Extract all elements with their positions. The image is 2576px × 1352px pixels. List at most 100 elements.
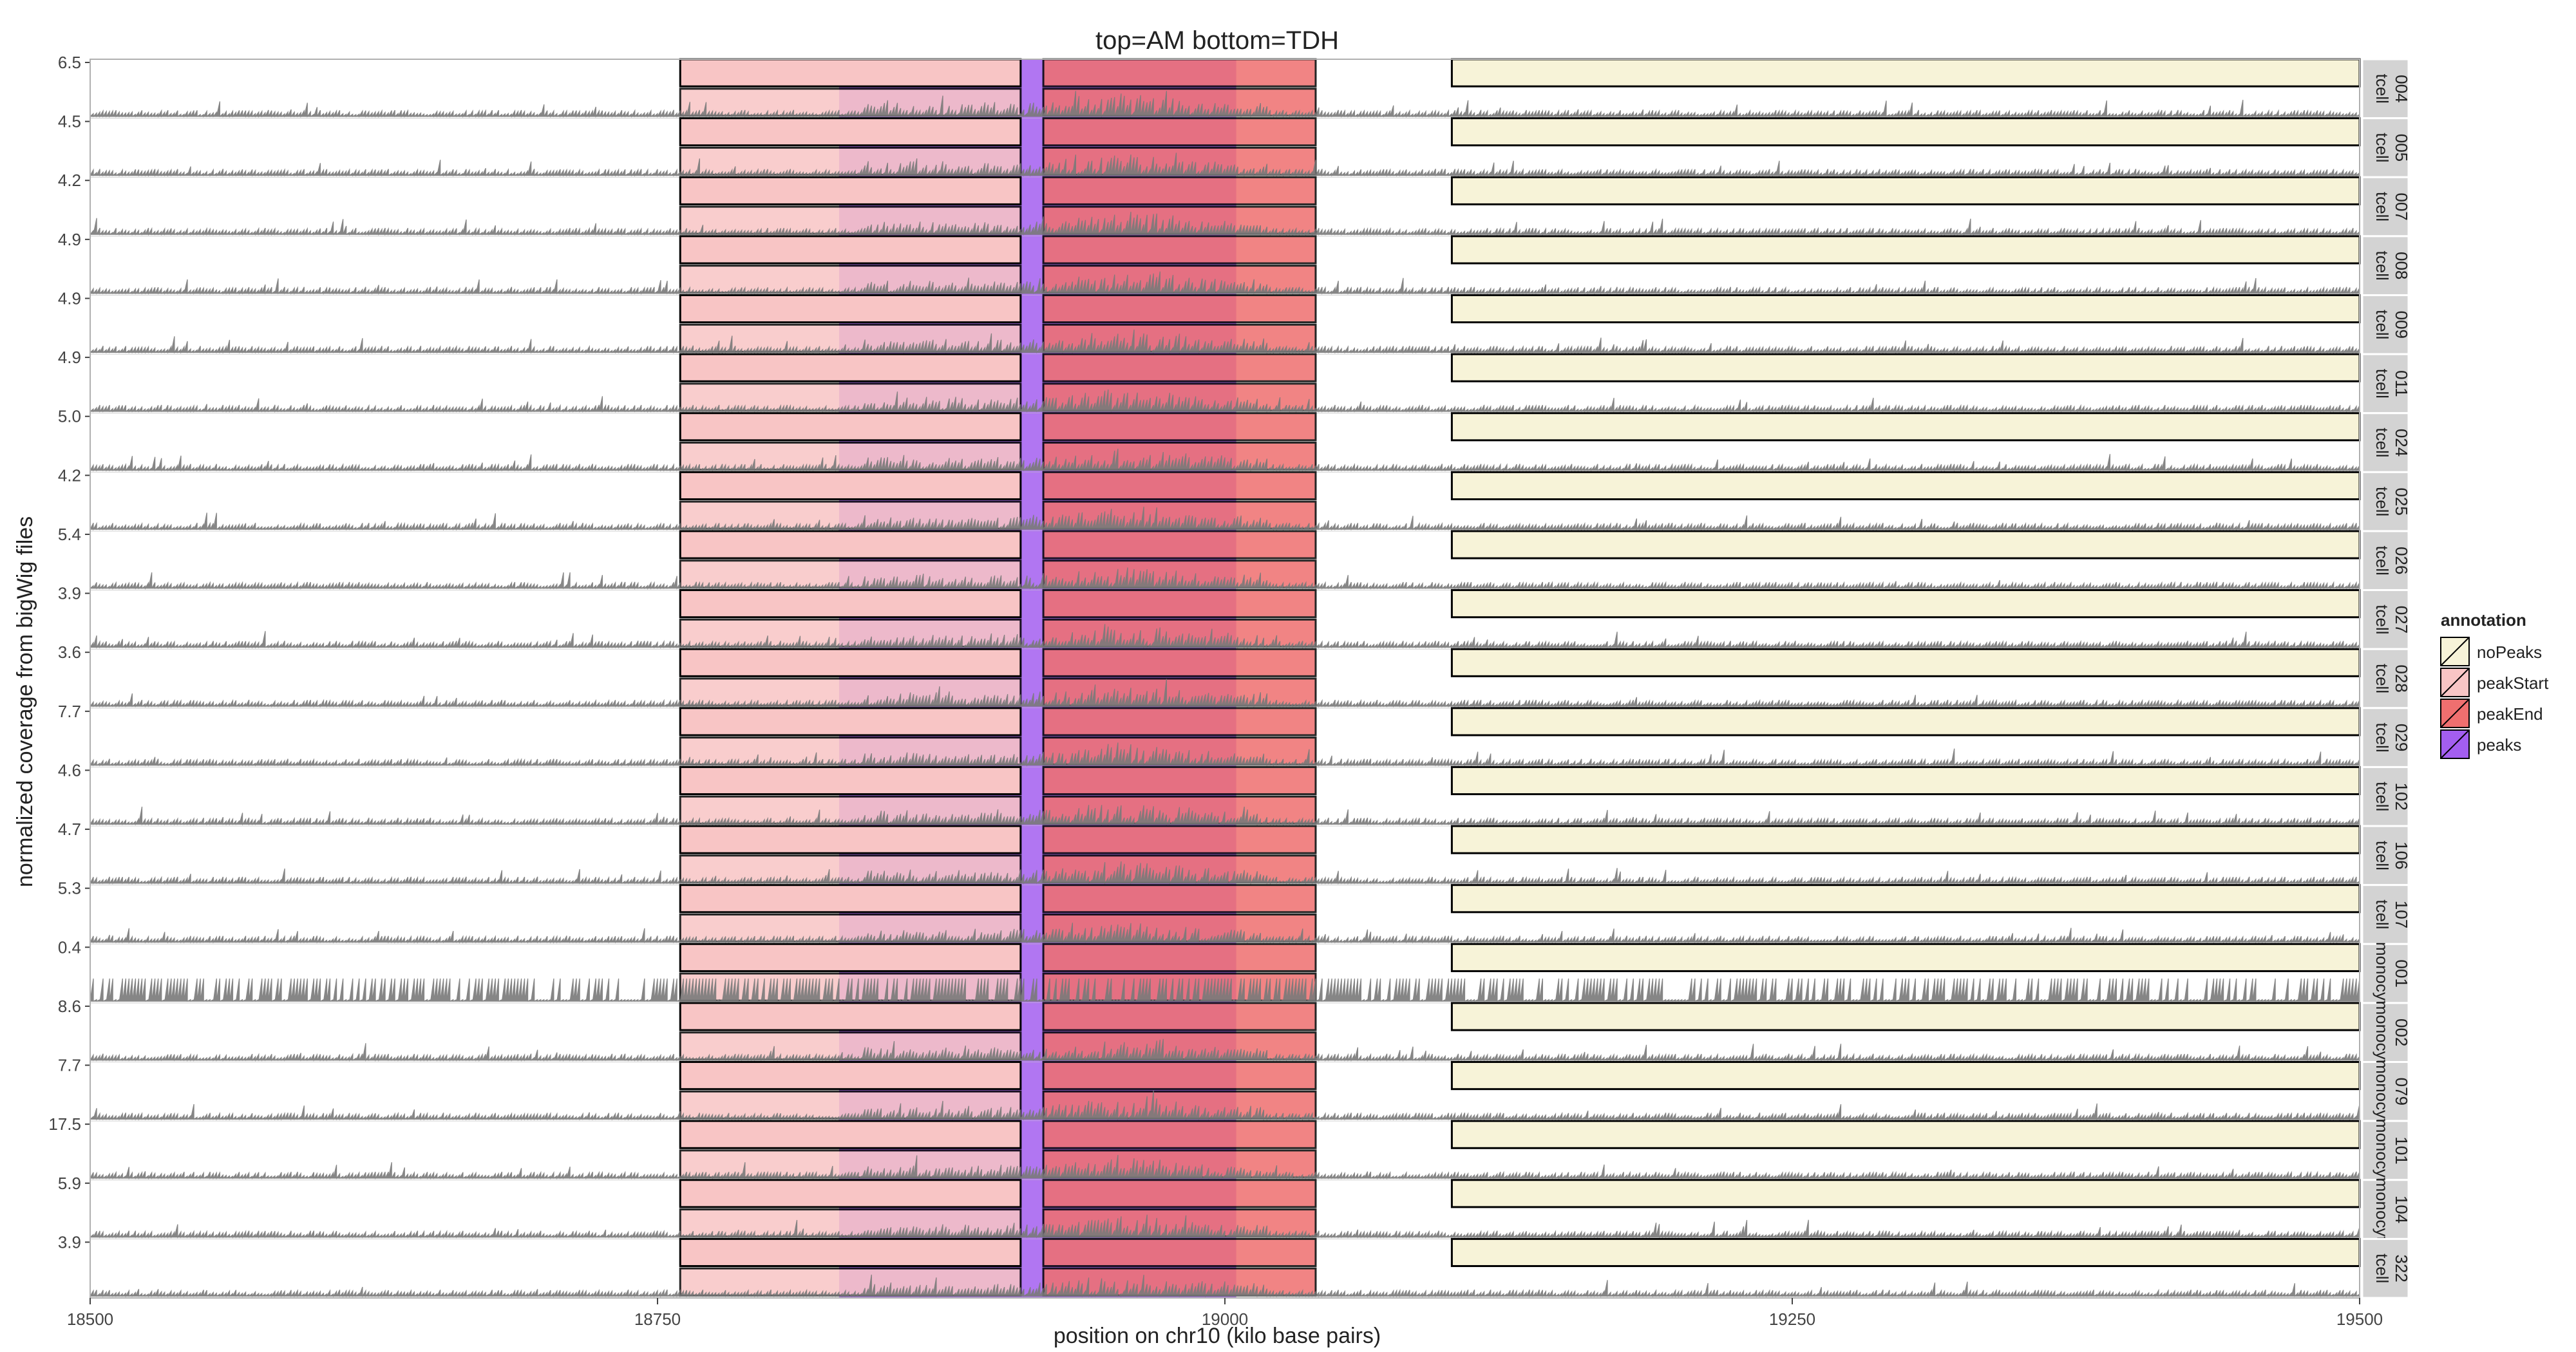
annotation-peakStart xyxy=(679,412,1022,442)
strip-background xyxy=(2361,765,2410,827)
panel-001: 0.4 monocyt 001 xyxy=(58,937,2411,1006)
x-tick-label: 18500 xyxy=(67,1310,113,1329)
strip-sample-label: 005 xyxy=(2392,134,2411,162)
strip-sample-label: 001 xyxy=(2392,959,2411,987)
y-max-label: 5.0 xyxy=(58,407,81,426)
x-axis: 18500 18750 19000 19250 19500 xyxy=(67,1298,2383,1329)
annotation-peakEnd xyxy=(1042,1002,1317,1031)
annotation-noPeaks xyxy=(1450,117,2361,147)
annotation-peakEnd xyxy=(1042,117,1317,147)
strip-sample-label: 102 xyxy=(2392,783,2411,811)
annotation-noPeaks xyxy=(1450,235,2361,265)
annotation-noPeaks xyxy=(1450,943,2361,972)
x-tick-label: 19000 xyxy=(1202,1310,1248,1329)
x-axis-title: position on chr10 (kilo base pairs) xyxy=(1054,1324,1381,1348)
strip-group-label: tcell xyxy=(2372,427,2392,457)
annotation-peakStart xyxy=(679,353,1022,382)
annotation-peakStart xyxy=(679,235,1022,265)
strip-group-label: tcell xyxy=(2372,310,2392,339)
y-axis-title: normalized coverage from bigWig files xyxy=(13,516,37,887)
annotation-noPeaks xyxy=(1450,1002,2361,1031)
annotation-noPeaks xyxy=(1450,589,2361,619)
annotation-peakStart xyxy=(679,1002,1022,1031)
annotation-peakStart xyxy=(679,648,1022,677)
annotation-peakStart-bottom xyxy=(679,618,1022,648)
y-max-label: 7.7 xyxy=(58,702,81,721)
coverage-signal-009 xyxy=(90,329,2360,354)
coverage-signal-102 xyxy=(90,805,2360,826)
strip-background xyxy=(2361,353,2410,415)
annotation-peakStart-bottom xyxy=(679,1149,1022,1179)
strip-sample-label: 004 xyxy=(2392,75,2411,102)
annotation-peakStart-bottom xyxy=(679,913,1022,943)
annotation-noPeaks xyxy=(1450,353,2361,382)
annotation-peakEnd xyxy=(1042,530,1317,559)
legend-key-slash xyxy=(2440,699,2470,728)
annotation-peakEnd xyxy=(1042,648,1317,677)
y-max-label: 4.9 xyxy=(58,230,81,249)
legend: annotation noPeaks peakStart peakEnd peaks xyxy=(2440,610,2549,759)
coverage-signal-008 xyxy=(90,271,2360,296)
strip-sample-label: 079 xyxy=(2392,1078,2411,1105)
annotation-peakStart-bottom xyxy=(679,88,1022,117)
y-max-label: 6.5 xyxy=(58,53,81,72)
panel-008: 4.9 tcell 008 xyxy=(58,230,2411,296)
annotation-peakStart xyxy=(679,589,1022,619)
coverage-signal-002 xyxy=(90,1038,2360,1062)
strip-group-label: tcell xyxy=(2372,133,2392,162)
annotation-noPeaks xyxy=(1450,176,2361,205)
panel-027: 3.9 tcell 027 xyxy=(58,584,2411,650)
annotation-peakEnd xyxy=(1042,884,1317,914)
annotation-peakEnd xyxy=(1042,176,1317,205)
strip-sample-label: 011 xyxy=(2392,370,2411,397)
annotation-peakStart xyxy=(679,884,1022,914)
strip-background xyxy=(2361,412,2410,473)
annotation-peakStart-bottom xyxy=(679,146,1022,176)
annotation-noPeaks xyxy=(1450,1120,2361,1149)
strip-background xyxy=(2361,1237,2410,1299)
annotation-peakStart xyxy=(679,176,1022,205)
annotation-peakStart xyxy=(679,294,1022,324)
coverage-signal-106 xyxy=(90,861,2360,885)
annotation-peakStart-bottom xyxy=(679,382,1022,412)
strip-group-label: tcell xyxy=(2372,251,2392,281)
legend-label-peaks: peaks xyxy=(2477,735,2521,755)
strip-sample-label: 101 xyxy=(2392,1136,2411,1164)
strip-sample-label: 107 xyxy=(2392,901,2411,928)
strip-group-label: tcell xyxy=(2372,782,2392,811)
annotation-peakStart-bottom xyxy=(679,1267,1022,1297)
annotation-noPeaks xyxy=(1450,648,2361,677)
annotation-noPeaks xyxy=(1450,707,2361,737)
y-max-label: 3.9 xyxy=(58,1232,81,1252)
y-max-label: 4.2 xyxy=(58,171,81,190)
annotation-noPeaks xyxy=(1450,58,2361,88)
annotation-noPeaks xyxy=(1450,884,2361,914)
coverage-signal-001 xyxy=(90,978,2360,1002)
strip-sample-label: 007 xyxy=(2392,192,2411,220)
annotation-peakStart xyxy=(679,1061,1022,1091)
panel-079: 7.7 monocyt 079 xyxy=(58,1056,2411,1124)
annotation-peakEnd xyxy=(1042,1120,1317,1149)
x-tick-label: 19500 xyxy=(2336,1310,2383,1329)
strip-sample-label: 026 xyxy=(2392,547,2411,574)
annotation-peakEnd xyxy=(1042,943,1317,972)
coverage-signal-107 xyxy=(90,923,2360,944)
legend-label-peakEnd: peakEnd xyxy=(2477,704,2543,724)
annotation-peakStart xyxy=(679,1120,1022,1149)
annotation-noPeaks xyxy=(1450,412,2361,442)
annotation-peakStart-bottom xyxy=(679,677,1022,707)
legend-title: annotation xyxy=(2441,610,2526,630)
legend-key-slash xyxy=(2440,668,2470,697)
annotation-peakStart-bottom xyxy=(679,500,1022,530)
strip-background xyxy=(2361,707,2410,768)
annotation-noPeaks xyxy=(1450,1061,2361,1091)
y-max-label: 4.9 xyxy=(58,288,81,308)
annotation-peakStart xyxy=(679,58,1022,88)
annotation-peakStart-bottom xyxy=(679,854,1022,884)
coverage-signal-079 xyxy=(90,1090,2360,1121)
strip-group-label: tcell xyxy=(2372,899,2392,929)
annotation-peakStart xyxy=(679,530,1022,559)
strip-sample-label: 008 xyxy=(2392,252,2411,279)
annotation-peakStart xyxy=(679,117,1022,147)
